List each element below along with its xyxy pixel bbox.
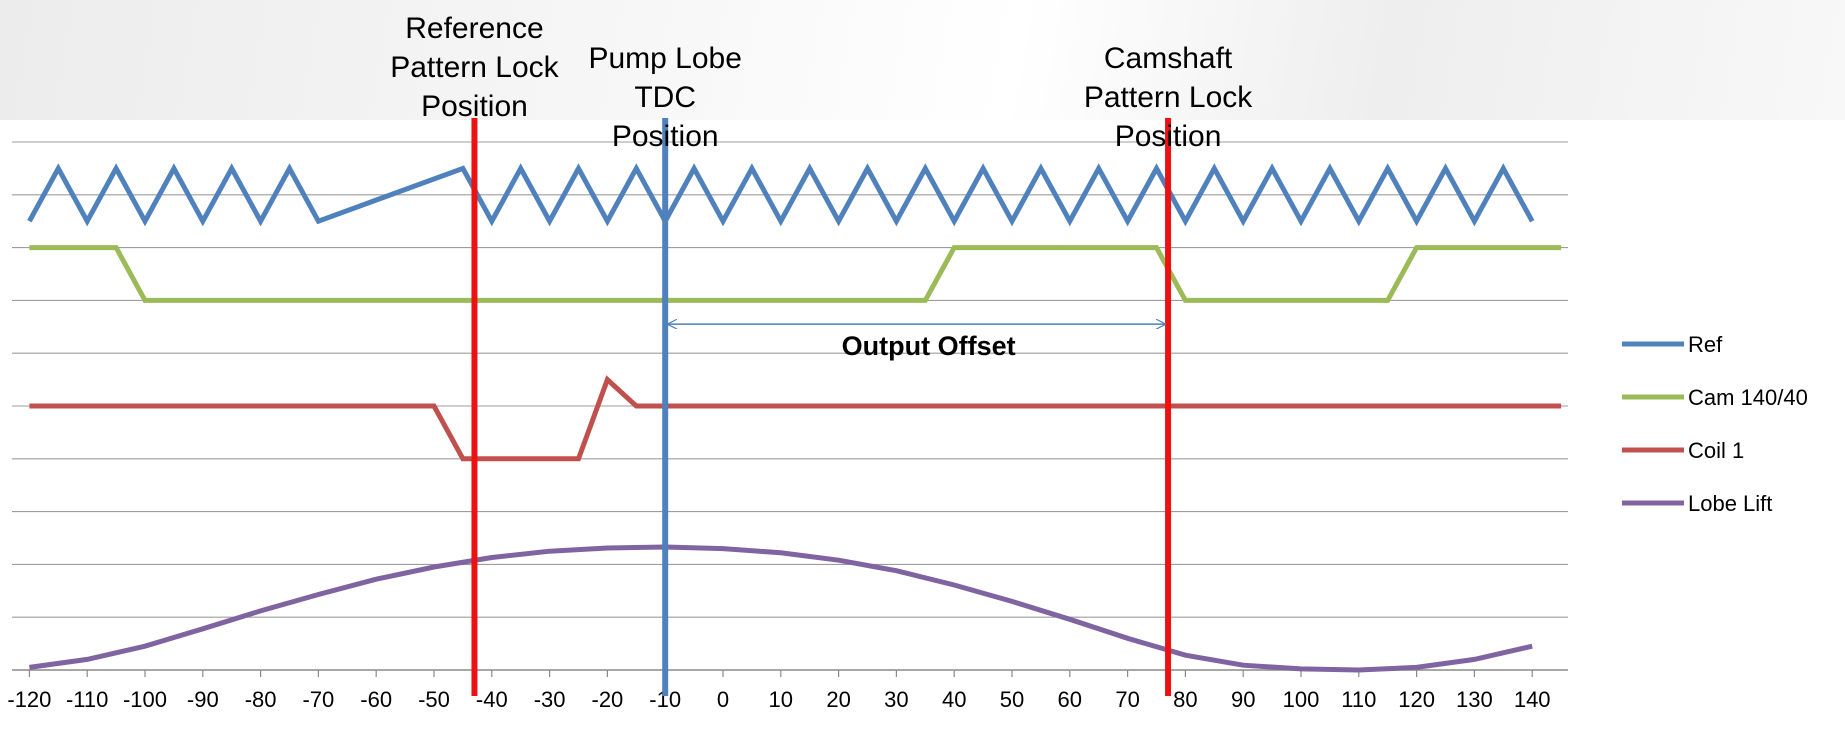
series-ref xyxy=(27,163,1535,227)
x-tick-label: 50 xyxy=(1000,687,1024,712)
x-axis: -120 -110 -100 -90 -80 -70 -60 -50 -40 -30 -20 -10 0… xyxy=(7,670,1551,712)
x-tick-label: 30 xyxy=(884,687,908,712)
pump-tdc-label: TDC xyxy=(634,81,696,114)
legend-label: Cam 140/40 xyxy=(1688,385,1808,410)
legend: Ref Cam 140/40 Coil 1 Lobe Lift xyxy=(1622,332,1808,516)
x-tick-label: 120 xyxy=(1398,687,1435,712)
output-offset-annotation: Output Offset xyxy=(668,324,1165,361)
x-tick-label: -90 xyxy=(187,687,219,712)
x-tick-label: -110 xyxy=(66,687,108,712)
x-tick-label: -60 xyxy=(360,687,392,712)
series-layer xyxy=(27,163,1562,673)
x-tick-label: -40 xyxy=(476,687,508,712)
x-tick-label: 0 xyxy=(717,687,729,712)
x-tick-label: 40 xyxy=(942,687,966,712)
marker-layer: Reference Pattern Lock Position Pump Lobe TD… xyxy=(390,12,1253,696)
x-tick-label: 140 xyxy=(1514,687,1551,712)
series-coil-1 xyxy=(29,375,1562,462)
output-offset-label: Output Offset xyxy=(842,331,1016,361)
series-cam-140-40 xyxy=(29,245,1562,303)
camshaft-lock-label: Camshaft xyxy=(1104,42,1233,75)
reference-lock-label: Pattern Lock xyxy=(390,51,559,84)
x-tick-label: 80 xyxy=(1173,687,1197,712)
pump-tdc-label: Pump Lobe xyxy=(588,42,741,75)
x-tick-label: 70 xyxy=(1115,687,1139,712)
x-tick-label: 60 xyxy=(1058,687,1082,712)
x-tick-label: 20 xyxy=(826,687,850,712)
x-tick-label: 100 xyxy=(1283,687,1320,712)
series-lobe-lift xyxy=(29,544,1533,673)
camshaft-lock-label: Position xyxy=(1115,120,1222,153)
x-tick-label: 10 xyxy=(769,687,793,712)
legend-label: Lobe Lift xyxy=(1688,491,1772,516)
x-tick-label: -100 xyxy=(123,687,167,712)
legend-label: Ref xyxy=(1688,332,1723,357)
legend-label: Coil 1 xyxy=(1688,438,1744,463)
camshaft-lock-label: Pattern Lock xyxy=(1084,81,1253,114)
x-tick-label: -80 xyxy=(245,687,277,712)
x-tick-label: -20 xyxy=(592,687,624,712)
x-tick-label: -70 xyxy=(303,687,335,712)
x-tick-label: 130 xyxy=(1456,687,1493,712)
reference-lock-label: Position xyxy=(421,90,528,123)
x-tick-label: 110 xyxy=(1341,687,1376,712)
pump-tdc-label: Position xyxy=(612,120,719,153)
x-tick-label: 90 xyxy=(1231,687,1255,712)
background-band xyxy=(0,0,1845,120)
x-tick-label: -30 xyxy=(534,687,566,712)
x-tick-label: -120 xyxy=(7,687,51,712)
reference-lock-label: Reference xyxy=(405,12,543,45)
x-tick-label: -50 xyxy=(418,687,450,712)
